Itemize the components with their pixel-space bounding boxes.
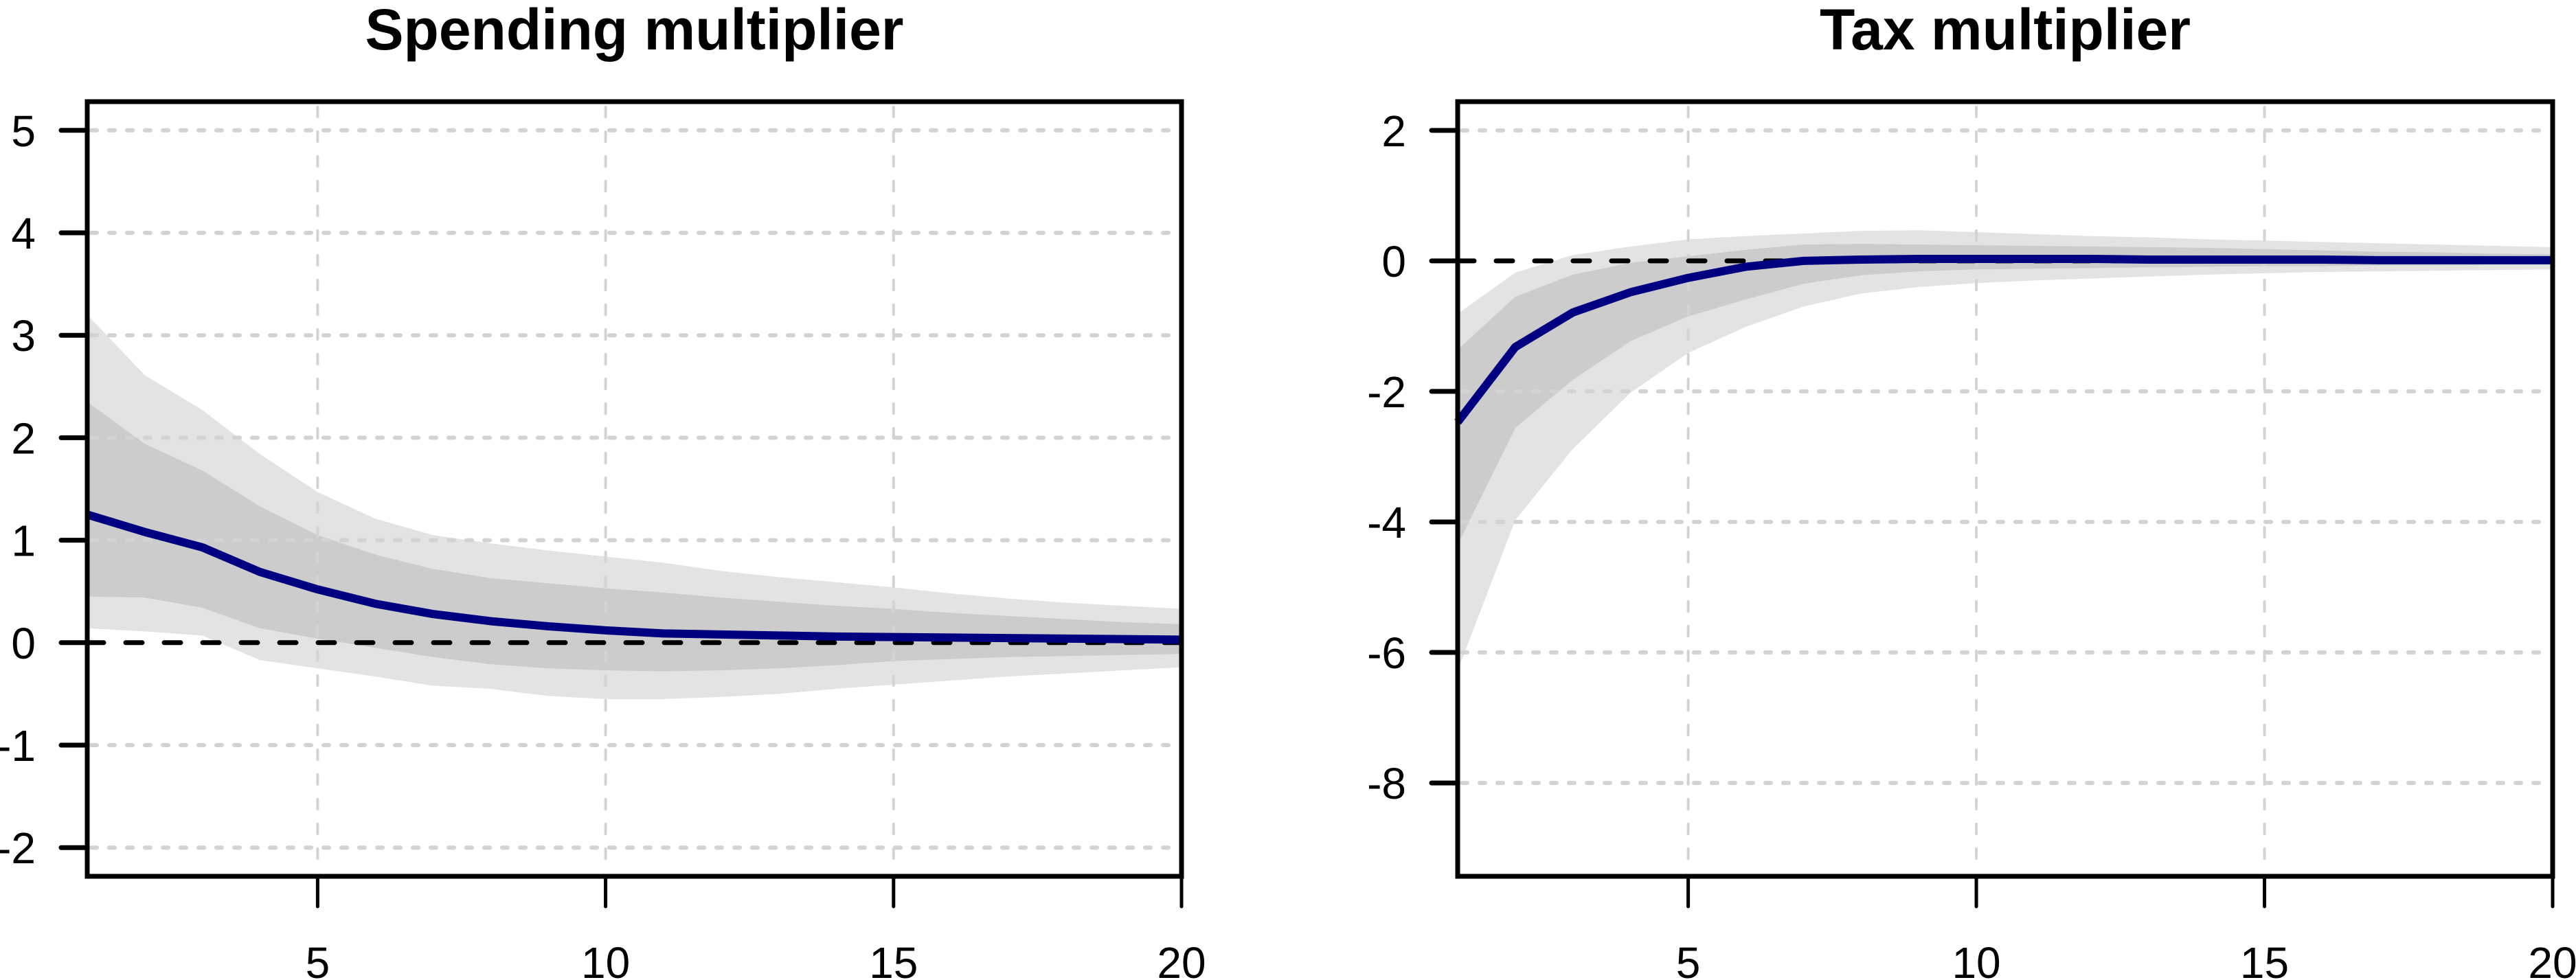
- panel-title: Tax multiplier: [1820, 0, 2191, 62]
- y-tick-label: 0: [11, 619, 36, 668]
- median-line: [1454, 255, 2553, 425]
- axes-frame: [1455, 99, 2555, 879]
- median-line: [86, 510, 1182, 644]
- gridlines: [1460, 106, 2552, 875]
- y-tick-label: -1: [0, 721, 36, 771]
- x-tick-label: 5: [306, 938, 330, 980]
- x-tick-label: 20: [1157, 938, 1206, 980]
- axes-frame: [84, 99, 1184, 879]
- spending-multiplier-panel: -2 -1 0 1 2 3 4 5 5 10 15 20 Spending multiplier: [0, 0, 1206, 980]
- plot-frame: [84, 99, 1184, 879]
- y-tick-label: 0: [1381, 237, 1406, 286]
- y-tick-label: -8: [1367, 759, 1406, 808]
- x-tick-label: 10: [1952, 938, 2000, 980]
- tax-multiplier-panel: -8 -6 -4 -2 0 2 5 10 15 20 Tax multiplier: [1367, 0, 2576, 980]
- axis-ticks: -2 -1 0 1 2 3 4 5 5 10 15 20: [0, 106, 1206, 980]
- x-tick-label: 5: [1676, 938, 1701, 980]
- x-tick-label: 10: [581, 938, 630, 980]
- confidence-bands: [1458, 230, 2553, 671]
- x-tick-label: 20: [2528, 938, 2576, 980]
- gridlines: [89, 106, 1181, 875]
- x-tick-label: 15: [2240, 938, 2289, 980]
- y-tick-label: 1: [11, 516, 36, 566]
- median-response-line: [86, 510, 1182, 644]
- y-tick-label: 5: [11, 106, 36, 156]
- y-tick-label: 2: [11, 413, 36, 463]
- plot-frame: [1455, 99, 2555, 879]
- y-tick-label: 2: [1381, 106, 1406, 156]
- y-tick-label: -2: [1367, 367, 1406, 417]
- outer-confidence-band: [1458, 230, 2553, 671]
- axis-ticks: -8 -6 -4 -2 0 2 5 10 15 20: [1367, 106, 2576, 980]
- x-tick-label: 15: [869, 938, 918, 980]
- y-tick-label: -6: [1367, 628, 1406, 678]
- y-tick-label: -2: [0, 823, 36, 873]
- panel-title: Spending multiplier: [365, 0, 903, 62]
- y-tick-label: -4: [1367, 498, 1406, 547]
- median-response-line: [1454, 255, 2553, 425]
- y-tick-label: 3: [11, 311, 36, 361]
- y-tick-label: 4: [11, 209, 36, 258]
